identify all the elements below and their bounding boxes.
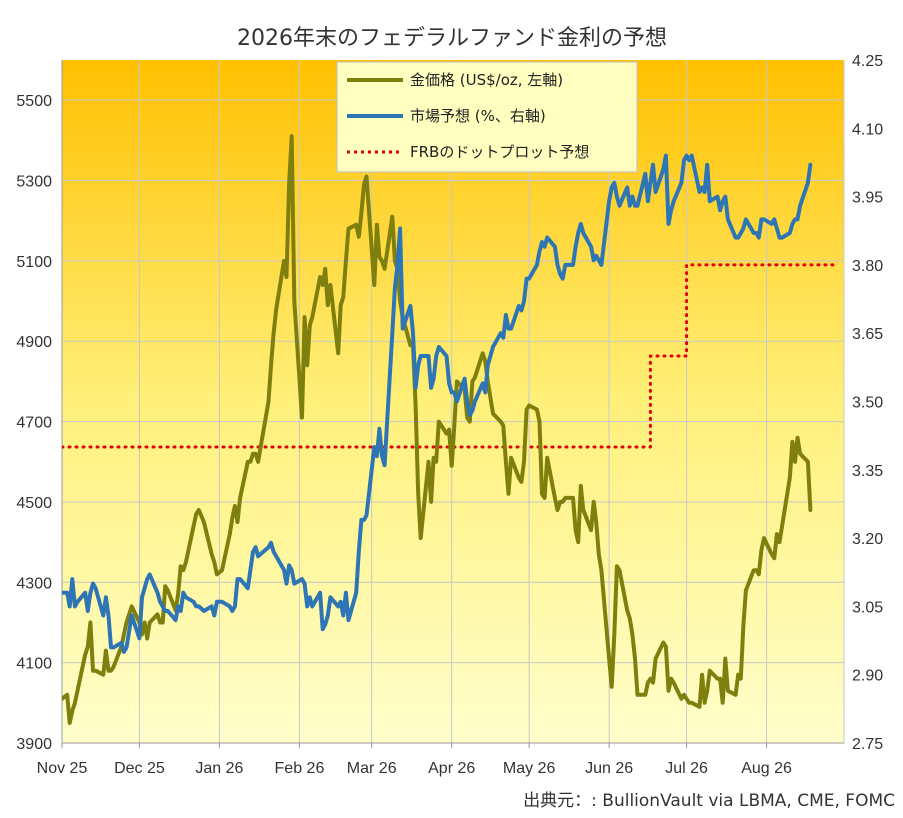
right-tick-label: 4.25 [852,53,883,70]
right-tick-label: 3.20 [852,531,883,548]
x-tick-label: Jun 26 [585,760,633,777]
legend-label-frb: FRBのドットプロット予想 [410,143,589,161]
left-tick-label: 4500 [16,495,52,512]
left-tick-label: 3900 [16,736,52,753]
left-tick-label: 4300 [16,575,52,592]
x-tick-label: Nov 25 [37,760,88,777]
x-tick-label: Apr 26 [428,760,475,777]
x-axis-ticks: Nov 25 Dec 25 Jan 26 Feb 26 Mar 26 Apr 26 May … [37,760,792,777]
right-tick-label: 2.90 [852,668,883,685]
x-tick-label: Dec 25 [114,760,165,777]
grid-lines [61,60,845,748]
x-tick-label: Mar 26 [347,760,397,777]
x-tick-label: May 26 [503,760,556,777]
right-tick-label: 3.65 [852,326,883,343]
left-tick-label: 4100 [16,656,52,673]
gold-price-line [62,134,813,725]
right-tick-label: 3.80 [852,258,883,275]
x-tick-label: Aug 26 [741,760,792,777]
left-tick-label: 5300 [16,174,52,191]
plot-area [62,60,844,743]
left-axis-ticks: 3900 4100 4300 4500 4700 4900 5100 5300 5500 [16,93,52,753]
frb-dotplot-line [62,263,841,449]
source-note: 出典元：: BullionVault via LBMA, CME, FOMC [523,791,895,811]
left-tick-label: 4900 [16,334,52,351]
legend-label-market: 市場予想 (%、右軸) [410,107,546,125]
legend: 金価格 (US$/oz, 左軸) 市場予想 (%、右軸) FRBのドットプロット… [336,61,638,173]
right-tick-label: 3.35 [852,463,883,480]
left-tick-label: 4700 [16,415,52,432]
left-tick-label: 5100 [16,254,52,271]
right-axis-ticks: 2.75 2.90 3.05 3.20 3.35 3.50 3.65 3.80 3.95 4.10… [852,53,883,753]
x-tick-label: Jul 26 [665,760,708,777]
legend-label-gold: 金価格 (US$/oz, 左軸) [410,71,563,89]
x-tick-label: Feb 26 [275,760,325,777]
market-forecast-line [62,153,813,654]
right-tick-label: 3.95 [852,190,883,207]
right-tick-label: 3.50 [852,395,883,412]
right-tick-label: 3.05 [852,599,883,616]
left-tick-label: 5500 [16,93,52,110]
x-tick-label: Jan 26 [195,760,243,777]
right-tick-label: 4.10 [852,121,883,138]
right-tick-label: 2.75 [852,736,883,753]
series-layer [62,134,841,725]
chart-title: 2026年末のフェデラルファンド金利の予想 [237,26,667,51]
